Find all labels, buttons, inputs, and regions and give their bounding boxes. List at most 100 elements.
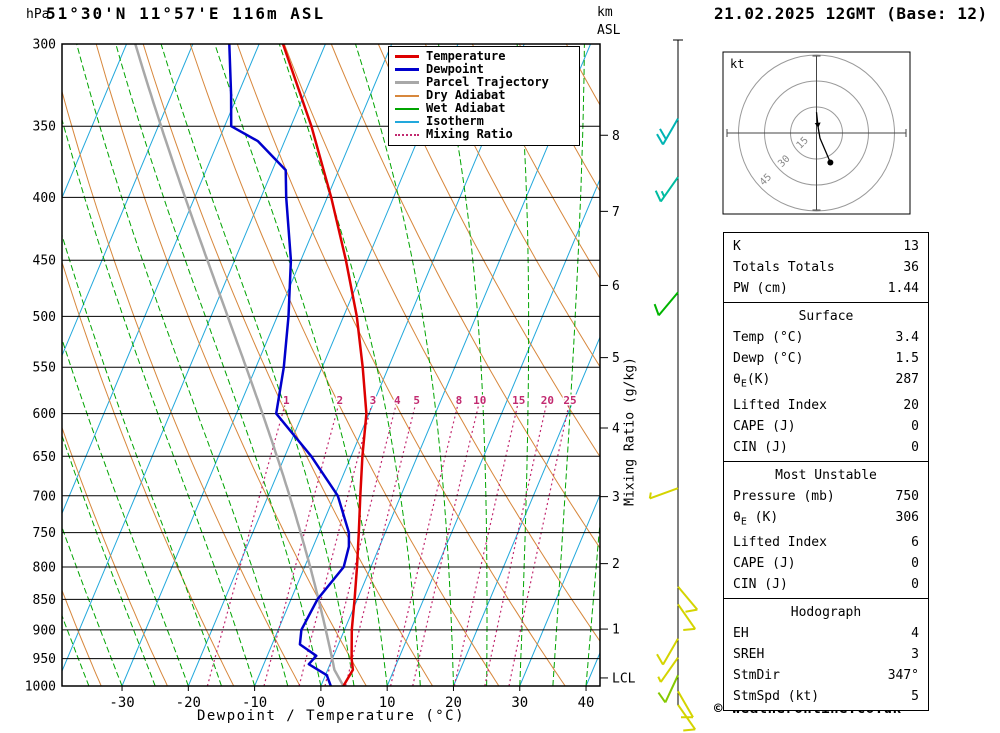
row-label: θE (K) (733, 509, 779, 528)
row-value: 3 (911, 647, 919, 663)
legend-item: Mixing Ratio (395, 128, 574, 141)
row-value: 287 (895, 372, 919, 387)
surface-lifted-index-row: Lifted Index 20 (724, 395, 928, 416)
row-label: Dewp (°C) (733, 351, 804, 366)
svg-text:4: 4 (394, 394, 401, 407)
row-label: PW (cm) (733, 281, 788, 296)
legend: Temperature Dewpoint Parcel Trajectory D… (388, 46, 580, 146)
svg-text:20: 20 (541, 394, 554, 407)
mu-thetae-row: θE (K) 306 (724, 507, 928, 533)
parcel-curve (134, 44, 345, 686)
legend-item-label: Temperature (426, 49, 506, 63)
surface-dewp-row: Dewp (°C) 1.5 (724, 348, 928, 369)
hodograph-section: Hodograph EH 4 SREH 3 StmDir 347° StmSpd (k… (724, 598, 928, 710)
legend-item-label: Wet Adiabat (426, 101, 506, 115)
mu-cape-row: CAPE (J) 0 (724, 553, 928, 574)
svg-text:2: 2 (336, 394, 343, 407)
row-label: Pressure (mb) (733, 488, 835, 504)
legend-item-label: Parcel Trajectory (426, 75, 549, 89)
svg-text:10: 10 (379, 695, 396, 711)
svg-text:-30: -30 (109, 695, 134, 711)
row-label: EH (733, 626, 749, 642)
svg-text:550: 550 (33, 361, 56, 376)
row-label: StmSpd (kt) (733, 689, 820, 705)
surface-thetae-row: θE(K) 287 (724, 369, 928, 395)
mixing-ratio-axis-label: Mixing Ratio (g/kg) (622, 357, 638, 506)
totals-totals-row: Totals Totals 36 (724, 257, 928, 278)
mu-cin-row: CIN (J) 0 (724, 574, 928, 595)
pressure-axis-unit: hPa (26, 7, 50, 22)
row-value: 0 (911, 577, 919, 593)
row-value: 750 (895, 488, 919, 504)
svg-text:650: 650 (33, 450, 56, 465)
row-value: 20 (903, 397, 919, 413)
svg-text:6: 6 (612, 279, 620, 294)
svg-text:900: 900 (33, 623, 56, 638)
isotherms (62, 44, 600, 686)
svg-text:-20: -20 (176, 695, 201, 711)
surface-section: Surface Temp (°C) 3.4 Dewp (°C) 1.5 θE(K) 2… (724, 302, 928, 461)
legend-item: Wet Adiabat (395, 102, 574, 115)
hodograph-section-title: Hodograph (790, 605, 862, 621)
surface-temp-row: Temp (°C) 3.4 (724, 327, 928, 348)
svg-text:2: 2 (612, 557, 620, 572)
svg-text:4: 4 (612, 421, 620, 436)
sreh-row: SREH 3 (724, 644, 928, 665)
row-value: 4 (911, 626, 919, 642)
dewpoint-line-sample (395, 68, 419, 71)
sounding-curves (134, 44, 368, 686)
svg-text:800: 800 (33, 561, 56, 576)
svg-text:350: 350 (33, 120, 56, 135)
legend-item-label: Dry Adiabat (426, 88, 506, 102)
svg-text:950: 950 (33, 652, 56, 667)
row-label: Totals Totals (733, 260, 835, 275)
svg-text:1: 1 (283, 394, 290, 407)
km-axis-unit: km (597, 5, 613, 20)
legend-item-label: Isotherm (426, 114, 484, 128)
indices-section: K 13 Totals Totals 36 PW (cm) 1.44 (724, 233, 928, 302)
row-value: 6 (911, 535, 919, 551)
most-unstable-section-title: Most Unstable (775, 467, 877, 483)
hodograph-trace (815, 112, 831, 163)
svg-text:0: 0 (317, 695, 325, 711)
temp-ticks: -30 -20 -10 0 10 20 30 40 (109, 686, 594, 711)
svg-text:8: 8 (456, 394, 463, 407)
row-label: K (733, 239, 741, 254)
asl-axis-label: ASL (597, 23, 621, 38)
stmspd-row: StmSpd (kt) 5 (724, 686, 928, 707)
temperature-line-sample (395, 55, 419, 58)
station-location-title: 51°30'N 11°57'E 116m ASL (46, 4, 326, 23)
svg-text:450: 450 (33, 254, 56, 269)
temperature-curve (281, 44, 368, 686)
svg-text:5: 5 (413, 394, 420, 407)
legend-item-label: Mixing Ratio (426, 127, 513, 141)
hodograph-unit-label: kt (730, 57, 744, 71)
row-label: CAPE (J) (733, 418, 796, 434)
k-index-row: K 13 (724, 236, 928, 257)
mu-lifted-index-row: Lifted Index 6 (724, 532, 928, 553)
trace-arrowhead (814, 122, 821, 128)
row-value: 0 (911, 418, 919, 434)
svg-text:7: 7 (612, 205, 620, 220)
svg-text:600: 600 (33, 407, 56, 422)
svg-text:8: 8 (612, 129, 620, 144)
legend-item: Parcel Trajectory (395, 76, 574, 89)
row-value: 5 (911, 689, 919, 705)
most-unstable-section: Most Unstable Pressure (mb) 750 θE (K) 306… (724, 460, 928, 599)
row-label: Lifted Index (733, 397, 827, 413)
row-label: Lifted Index (733, 535, 827, 551)
row-value: 1.44 (887, 281, 919, 296)
mixing-ratio-labels: 1 2 3 4 5 8 10 15 20 25 (281, 393, 578, 409)
mu-pressure-row: Pressure (mb) 750 (724, 486, 928, 507)
eh-row: EH 4 (724, 623, 928, 644)
svg-text:40: 40 (578, 695, 595, 711)
svg-text:3: 3 (612, 490, 620, 505)
stmdir-row: StmDir 347° (724, 665, 928, 686)
svg-text:3: 3 (370, 394, 377, 407)
svg-text:-10: -10 (242, 695, 267, 711)
parcel-line-sample (395, 81, 419, 84)
svg-text:1: 1 (612, 623, 620, 638)
pw-row: PW (cm) 1.44 (724, 278, 928, 299)
row-value: 13 (903, 239, 919, 254)
